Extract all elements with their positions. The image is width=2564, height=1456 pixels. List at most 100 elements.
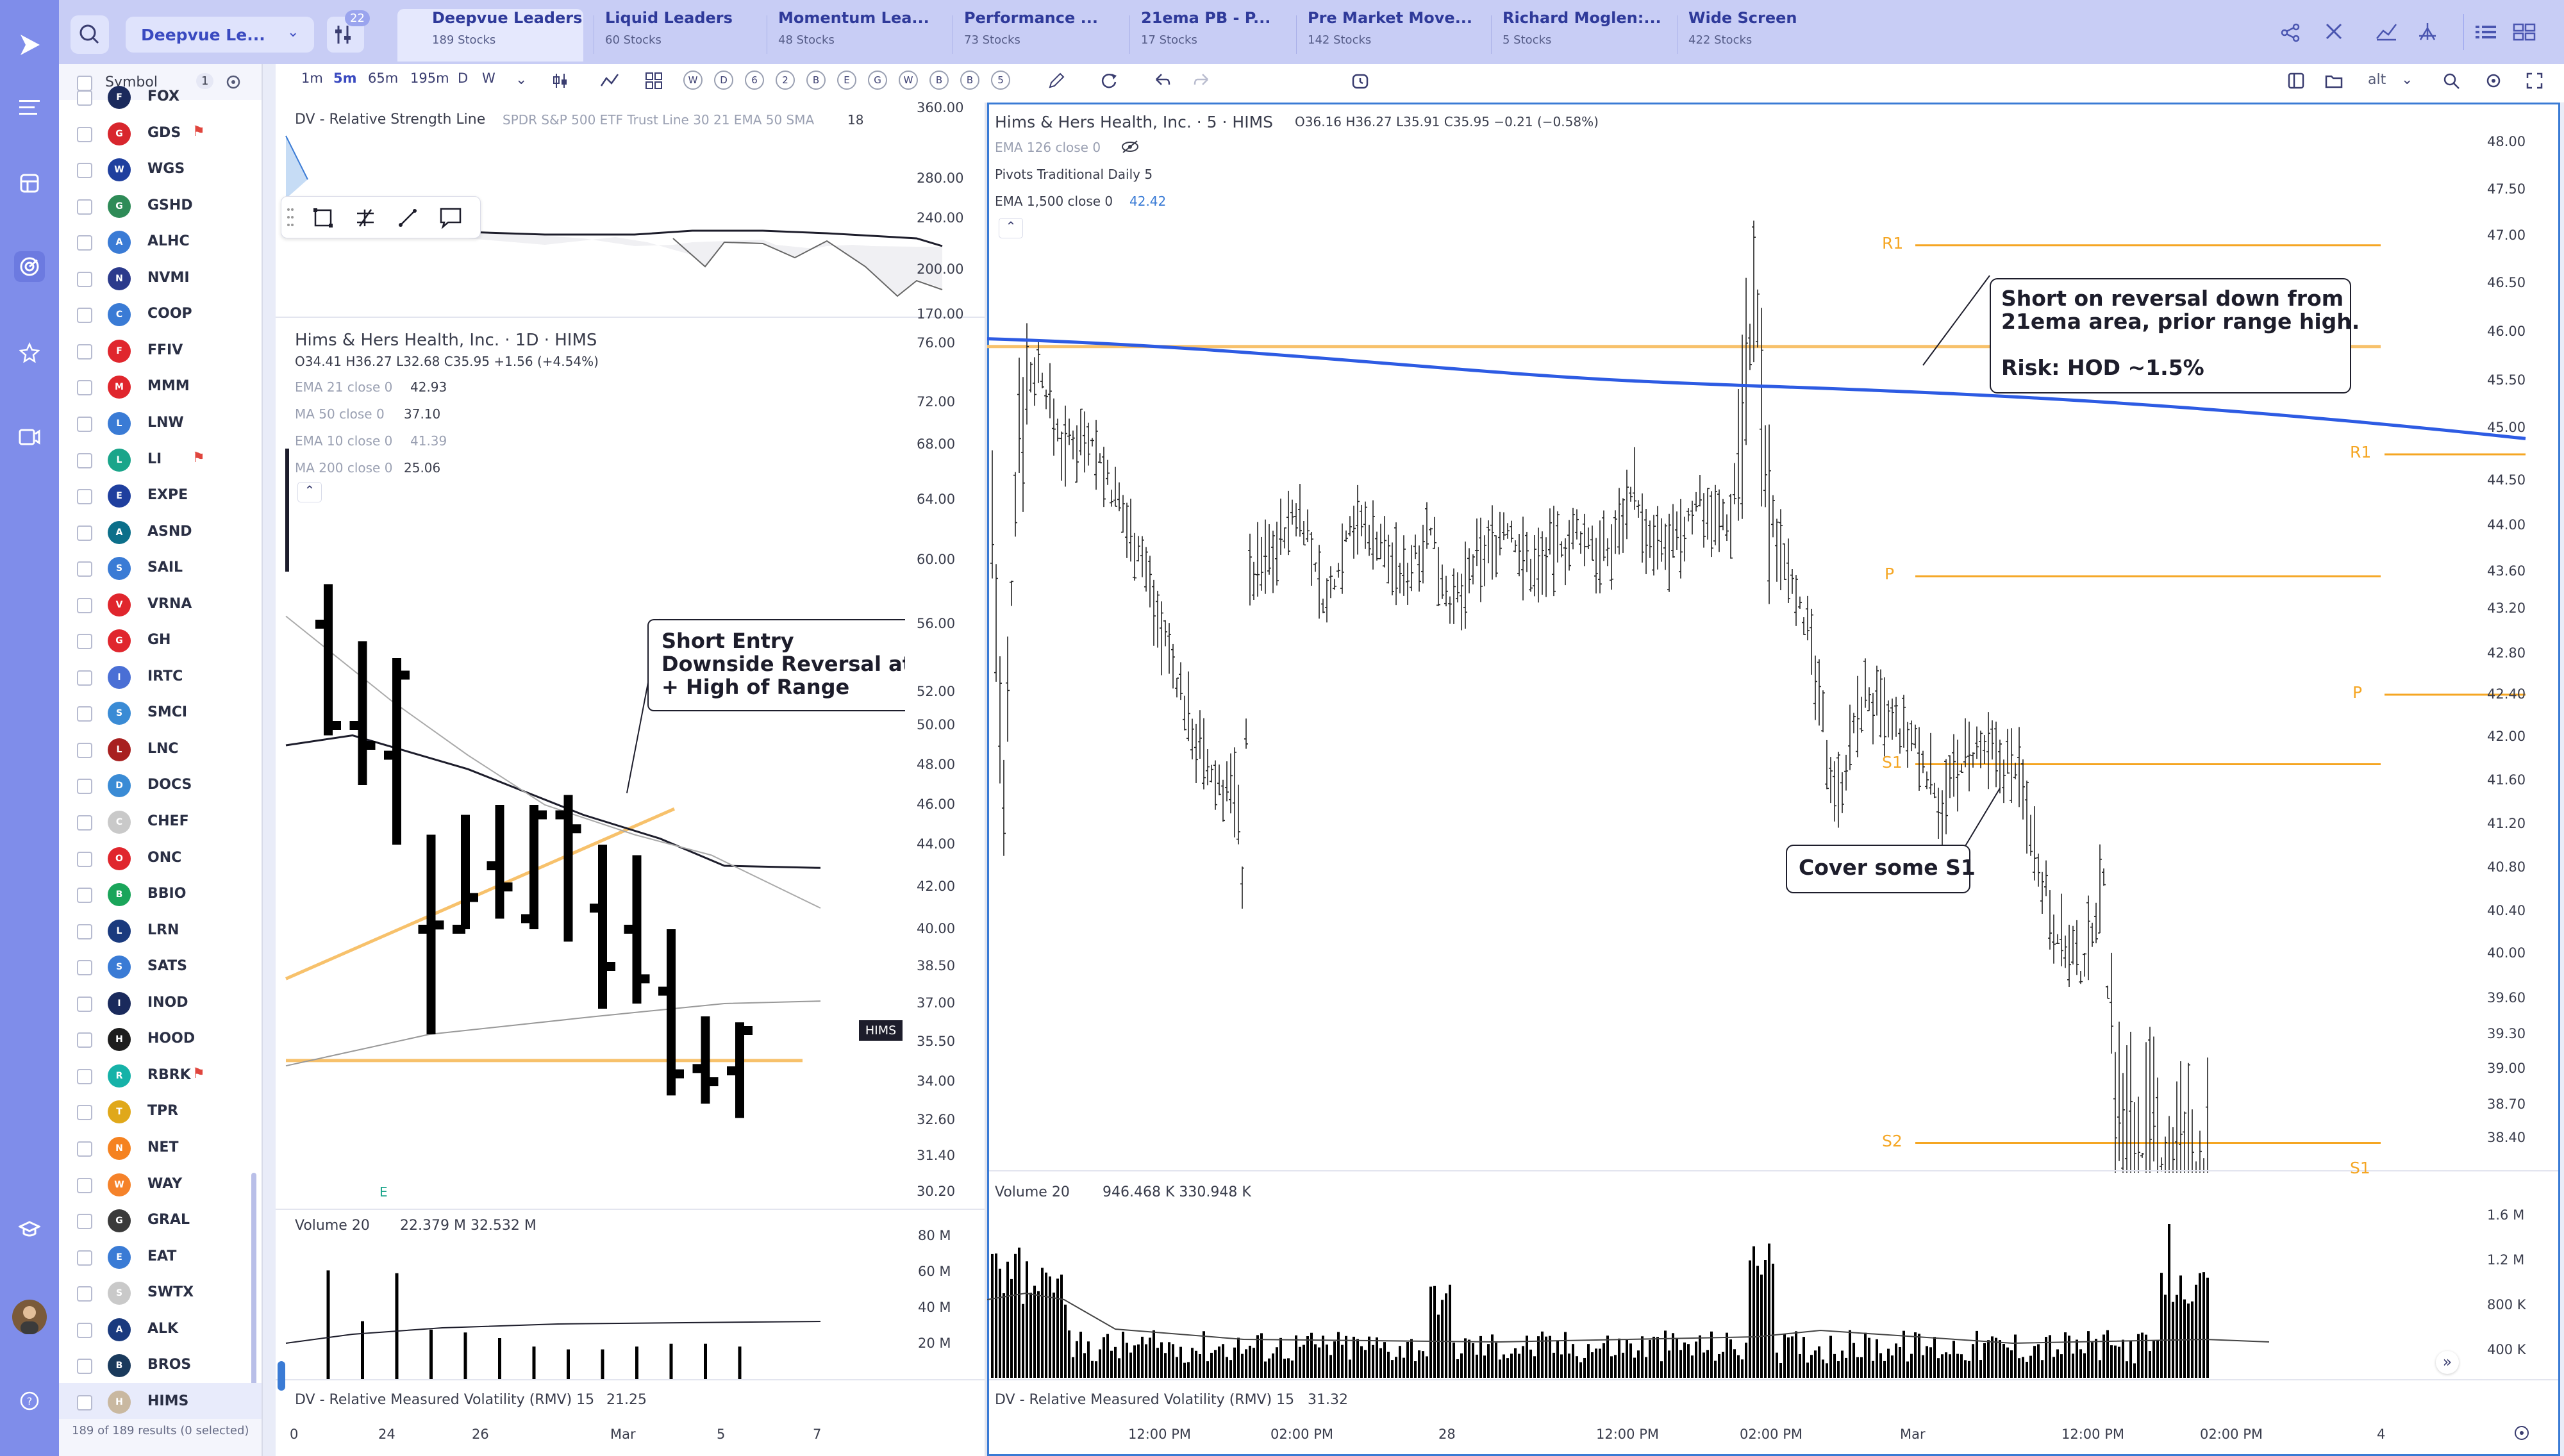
tab-richard-moglen[interactable]: Richard Moglen:... 5 Stocks [1500,9,1661,62]
chevron-down-icon[interactable]: ⌄ [2401,72,2413,88]
chevron-down-icon[interactable]: ⌄ [515,72,528,88]
redo-icon[interactable] [1194,72,1211,90]
settings-gear-icon[interactable] [224,73,242,91]
drag-handle-icon[interactable] [287,206,294,229]
radar-icon[interactable] [14,251,45,282]
row-checkbox[interactable] [77,1322,92,1338]
sidebar-scrollbar[interactable] [251,1173,256,1435]
symbol-row-nvmi[interactable]: N NVMI [59,260,262,295]
cover-annotation-box[interactable]: Cover some S1 [1786,845,1976,893]
trendline-tool-icon[interactable] [397,207,419,229]
pencil-icon[interactable] [1047,72,1065,90]
avatar[interactable] [12,1300,47,1334]
row-checkbox[interactable] [77,888,92,904]
chart-settings-gear-icon[interactable] [2485,72,2502,90]
pivots-label[interactable]: Pivots Traditional Daily 5 [995,167,1153,182]
study-button-d[interactable]: D [714,70,733,90]
tab-pre-market-move[interactable]: Pre Market Move... 142 Stocks [1305,9,1472,62]
symbol-row-net[interactable]: N NET [59,1129,262,1165]
row-checkbox[interactable] [77,271,92,287]
study-button-5[interactable]: 5 [991,70,1010,90]
row-checkbox[interactable] [77,1214,92,1230]
intraday-candle-chart[interactable] [987,103,2560,1173]
symbol-row-asnd[interactable]: A ASND [59,513,262,549]
select-all-checkbox[interactable] [77,76,92,91]
candles-icon[interactable] [551,72,569,90]
row-checkbox[interactable] [77,1105,92,1121]
symbol-row-hood[interactable]: H HOOD [59,1020,262,1056]
row-checkbox[interactable] [77,1286,92,1302]
replay-icon[interactable] [14,422,45,452]
symbol-row-irtc[interactable]: I IRTC [59,658,262,694]
refresh-icon[interactable] [1100,72,1118,90]
timeframe-w[interactable]: W [482,70,495,86]
study-button-b[interactable]: B [806,70,826,90]
symbol-row-way[interactable]: W WAY [59,1166,262,1202]
symbol-row-rbrk[interactable]: R RBRK ⚑ [59,1057,262,1093]
search-button[interactable] [71,15,109,54]
row-checkbox[interactable] [77,1141,92,1157]
symbol-row-alhc[interactable]: A ALHC [59,223,262,259]
fib-tool-icon[interactable] [354,207,376,229]
folder-icon[interactable] [2324,72,2343,90]
row-checkbox[interactable] [77,1250,92,1266]
ma50-label[interactable]: MA 50 close 0 [295,406,385,422]
symbol-row-gds[interactable]: G GDS ⚑ [59,115,262,151]
symbol-row-tpr[interactable]: T TPR [59,1093,262,1129]
tab-wide-screen[interactable]: Wide Screen 422 Stocks [1686,9,1846,62]
symbol-row-docs[interactable]: D DOCS [59,766,262,802]
rs-line-chart[interactable] [276,103,985,320]
symbol-row-onc[interactable]: O ONC [59,840,262,875]
row-checkbox[interactable] [77,90,92,106]
symbol-row-inod[interactable]: I INOD [59,984,262,1020]
row-checkbox[interactable] [77,235,92,251]
indicators-icon[interactable] [600,72,619,90]
symbol-row-lrn[interactable]: L LRN [59,912,262,948]
row-checkbox[interactable] [77,525,92,541]
collapse-legend-button[interactable]: ⌃ [297,482,322,502]
collapse-legend-button[interactable]: ⌃ [999,218,1023,238]
symbol-row-wgs[interactable]: W WGS [59,151,262,186]
layout-icon[interactable] [14,168,45,199]
study-button-2[interactable]: 2 [776,70,795,90]
row-checkbox[interactable] [77,851,92,867]
symbol-row-li[interactable]: L LI ⚑ [59,441,262,477]
timeframe-d[interactable]: D [458,70,469,86]
sidebar-splitter[interactable] [262,64,263,1456]
grid-view-icon[interactable] [2513,23,2536,41]
row-checkbox[interactable] [77,742,92,758]
row-checkbox[interactable] [77,996,92,1012]
row-checkbox[interactable] [77,1177,92,1193]
symbol-row-fox[interactable]: F FOX [59,78,262,114]
row-checkbox[interactable] [77,1032,92,1048]
row-checkbox[interactable] [77,163,92,179]
symbol-row-swtx[interactable]: S SWTX [59,1274,262,1310]
row-checkbox[interactable] [77,308,92,324]
study-button-6[interactable]: 6 [745,70,764,90]
row-checkbox[interactable] [77,343,92,360]
row-checkbox[interactable] [77,416,92,432]
symbol-row-bros[interactable]: B BROS [59,1346,262,1382]
timeframe-195m[interactable]: 195m [410,70,449,86]
row-checkbox[interactable] [77,670,92,686]
layout-select-icon[interactable] [2287,72,2305,90]
symbol-row-sats[interactable]: S SATS [59,948,262,984]
list-view-icon[interactable] [2474,23,2497,41]
study-button-e[interactable]: E [837,70,856,90]
symbol-row-gshd[interactable]: G GSHD [59,187,262,223]
row-checkbox[interactable] [77,1394,92,1410]
fullscreen-icon[interactable] [2526,72,2543,90]
x-twitter-icon[interactable] [2324,22,2343,41]
symbol-row-coop[interactable]: C COOP [59,295,262,331]
symbol-row-mmm[interactable]: M MMM [59,368,262,404]
ema126-label[interactable]: EMA 126 close 0 [995,140,1101,155]
symbol-row-gh[interactable]: G GH [59,622,262,658]
flag-icon[interactable]: ⚑ [192,449,205,466]
callout-tool-icon[interactable] [439,207,462,229]
row-checkbox[interactable] [77,634,92,650]
row-checkbox[interactable] [77,815,92,831]
study-button-b[interactable]: B [960,70,979,90]
timeframe-5m[interactable]: 5m [333,70,357,86]
daily-annotation-box[interactable]: Short Entry Downside Reversal at + High … [647,619,905,711]
share-icon[interactable] [2279,22,2301,44]
